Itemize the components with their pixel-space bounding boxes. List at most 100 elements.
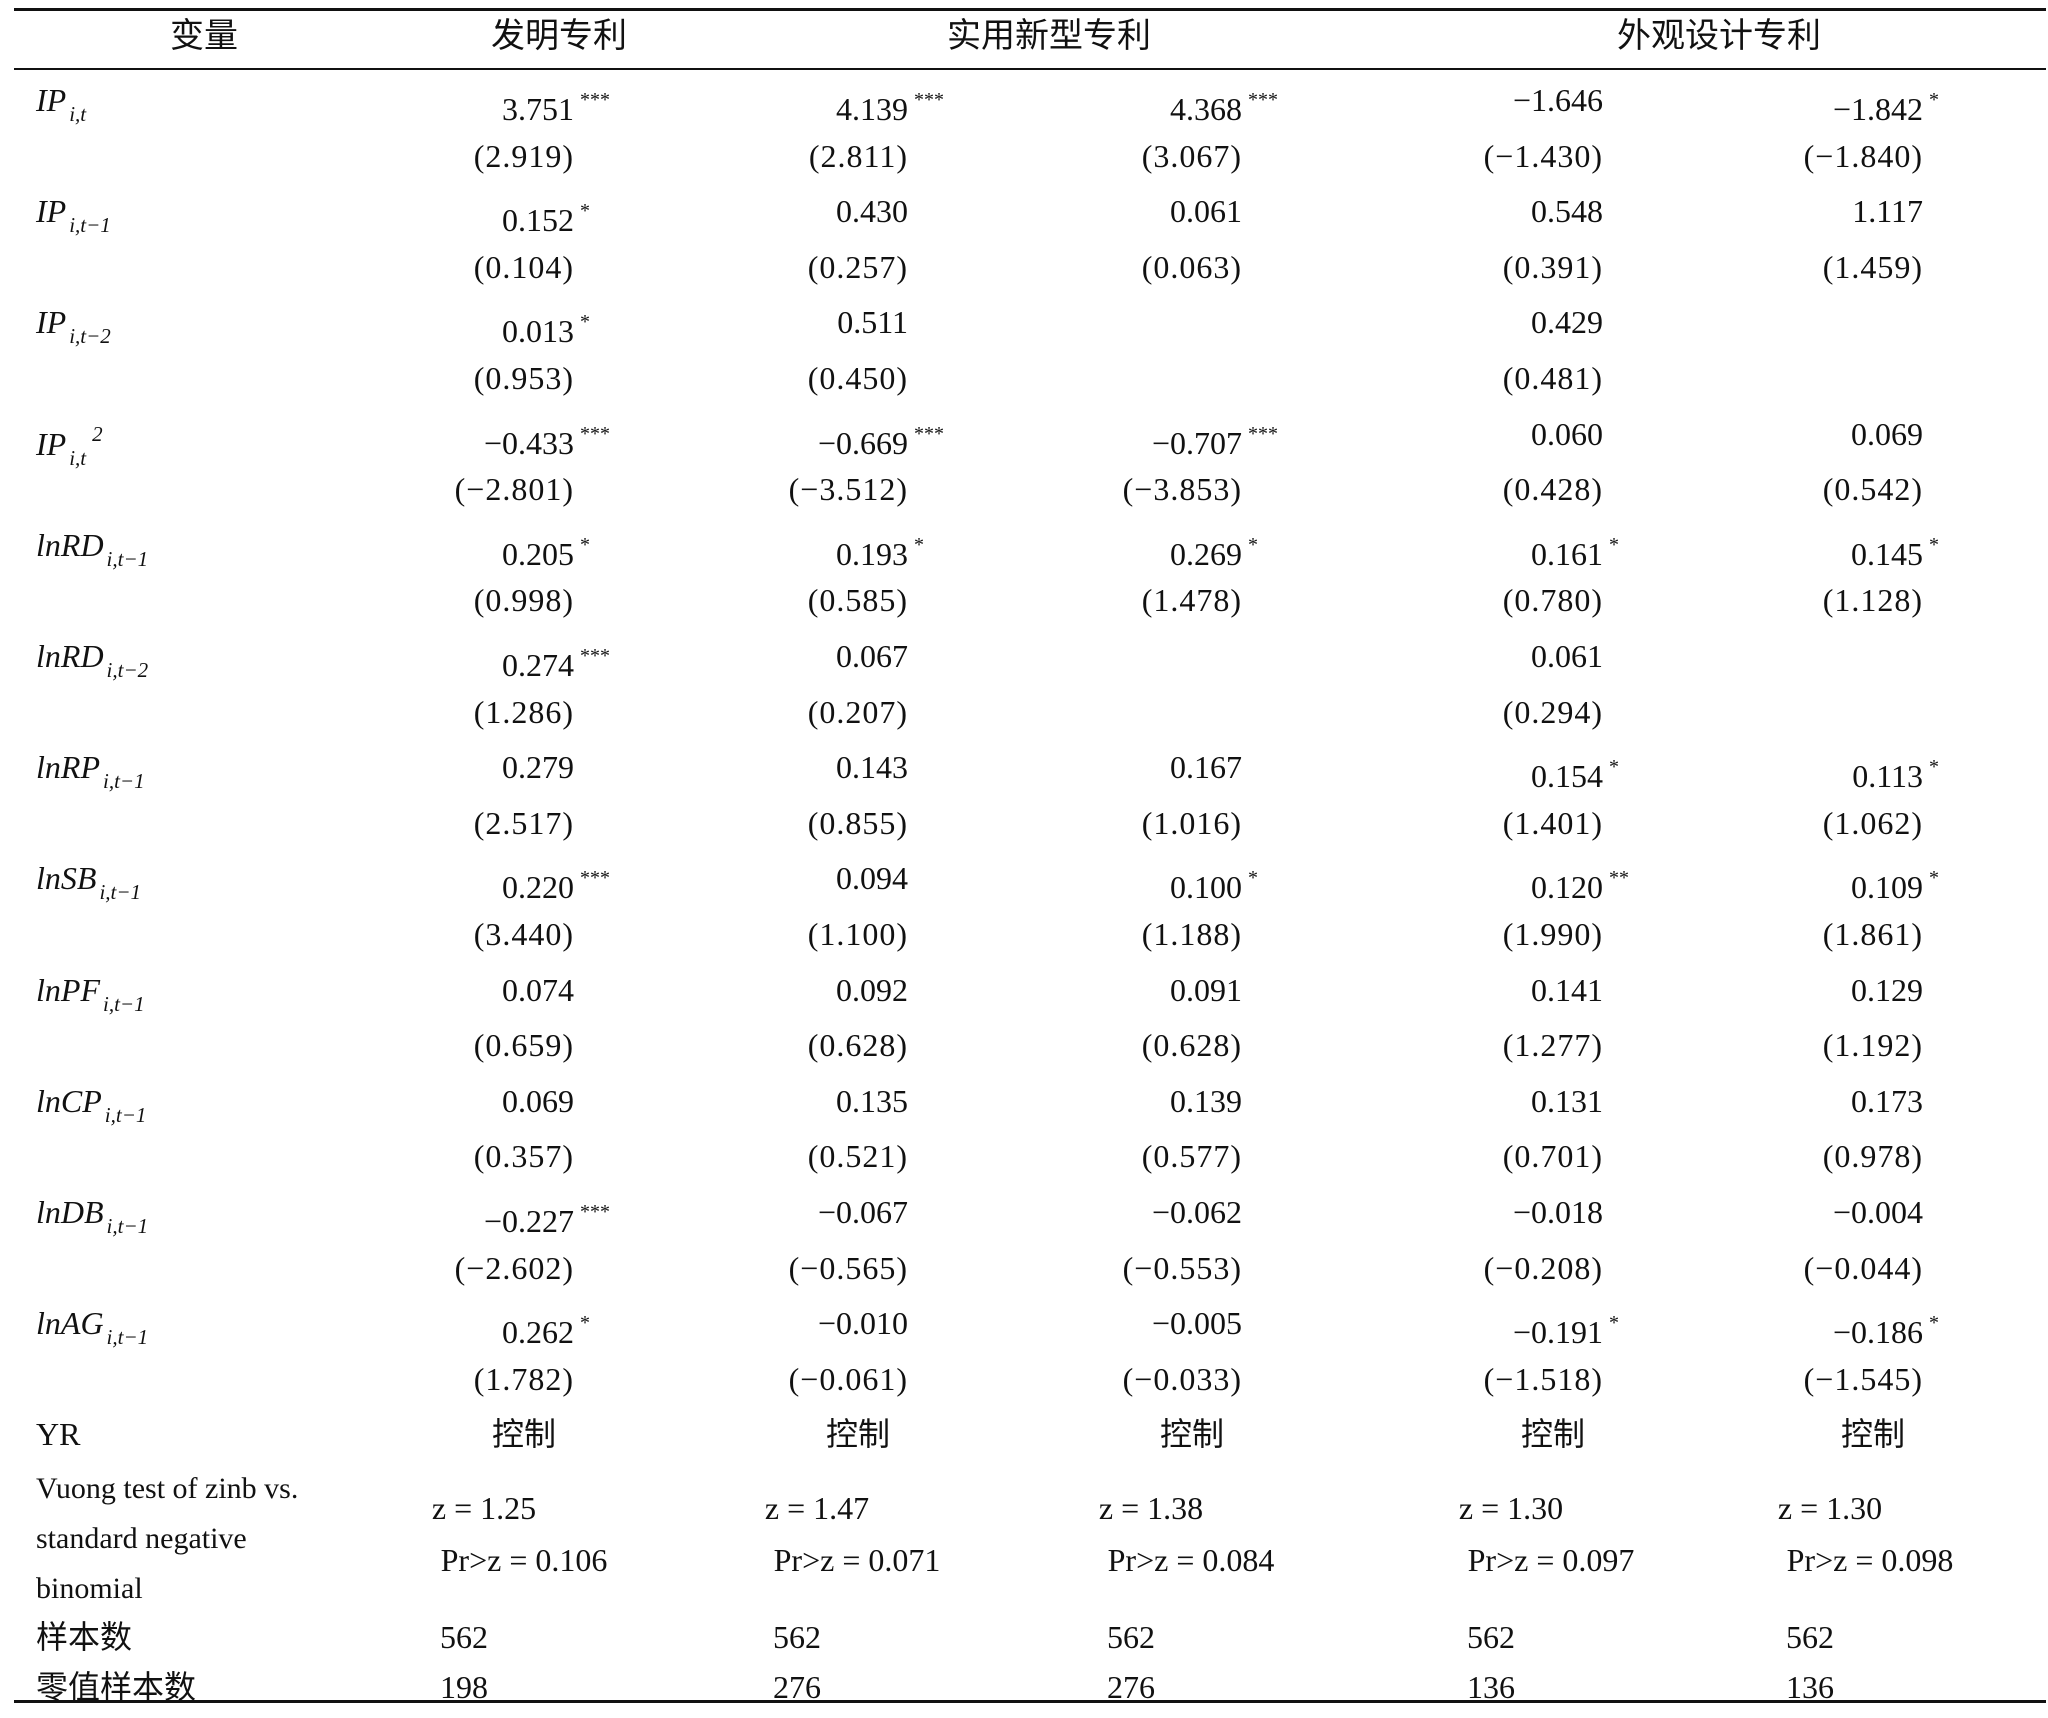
coefficient-value: 0.069 <box>1851 415 1923 452</box>
coefficient-cell: 0.274 *** <box>314 628 614 684</box>
coefficient-value: 4.368 <box>1170 91 1242 127</box>
stat-cell: (3.440) <box>314 906 614 962</box>
stat-cell: (−2.602) <box>314 1240 614 1296</box>
zero-sample-row-label: 零值样本数 <box>36 1669 197 1705</box>
stat-cell: (0.063) <box>982 239 1282 295</box>
significance-stars: * <box>1609 756 1619 779</box>
stat-value: (−0.061) <box>788 1360 908 1397</box>
stat-cell: (1.016) <box>982 795 1282 851</box>
vuong-label-line: Vuong test of zinb vs. <box>36 1472 299 1505</box>
stat-value: (0.780) <box>1502 582 1603 619</box>
stat-cell: (0.450) <box>648 350 948 406</box>
stat-value: (3.440) <box>473 916 574 952</box>
vuong-z: z = 1.47 <box>764 1490 870 1526</box>
coefficient-value: −0.010 <box>817 1305 908 1342</box>
coefficient-value: 0.429 <box>1531 304 1603 341</box>
table-row: lnSB i,t−1 0.220 *** 0.094 0.100 * 0.120 ** 0.109… <box>14 850 2046 906</box>
coefficient-cell: −1.646 <box>1343 72 1643 128</box>
stat-cell: (0.257) <box>648 239 948 295</box>
vuong-z: z = 1.38 <box>1098 1490 1204 1526</box>
vuong-p: Pr>z = 0.106 <box>440 1542 608 1578</box>
coefficient-value: −1.842 <box>1832 91 1923 127</box>
coefficient-cell: −1.842 * <box>1663 72 1963 128</box>
coefficient-cell: 0.143 <box>648 739 948 795</box>
coefficient-cell: −0.010 <box>648 1295 948 1351</box>
significance-stars: *** <box>1248 89 1278 111</box>
significance-stars: *** <box>914 89 944 111</box>
coefficient-value: 0.269 <box>1170 535 1242 572</box>
bottom-rule <box>14 1700 2046 1703</box>
variable-subscript: i,t−1 <box>106 1325 149 1350</box>
variable-label: IP i,t 2 <box>36 406 103 470</box>
coefficient-value: 0.100 <box>1170 869 1242 906</box>
variable-label: IP i,t−1 <box>36 183 111 239</box>
vuong-block: Vuong test of zinb vs. standard negative b… <box>14 1462 2046 1612</box>
coefficient-cell: 4.139 *** <box>648 72 948 128</box>
coefficient-cell: 0.193 * <box>648 517 948 573</box>
stat-cell: (−0.565) <box>648 1240 948 1296</box>
significance-stars: *** <box>580 89 610 111</box>
table-row: lnPF i,t−1 0.074 0.092 0.091 0.141 0.129 <box>14 962 2046 1018</box>
coefficient-value: 0.067 <box>836 638 908 674</box>
stat-cell: (−0.033) <box>982 1351 1282 1407</box>
stat-cell: (0.978) <box>1663 1128 1963 1184</box>
table-row-stat: (1.782) (−0.061) (−0.033) (−1.518) (−1.545) <box>14 1351 2046 1407</box>
stat-value: (0.998) <box>473 582 574 619</box>
coefficient-cell: −0.433 *** <box>314 406 614 462</box>
yr-control: 控制 <box>825 1416 890 1453</box>
coefficient-value: 0.143 <box>836 749 908 786</box>
table-row: lnRP i,t−1 0.279 0.143 0.167 0.154 * 0.113 * <box>14 739 2046 795</box>
stat-value: (0.521) <box>807 1138 908 1175</box>
coefficient-cell: 0.154 * <box>1343 739 1643 795</box>
coefficient-value: 0.511 <box>837 304 908 341</box>
coefficient-value: 0.141 <box>1531 971 1603 1008</box>
header-var: 变量 <box>170 18 238 55</box>
table-row-stat: (0.953) (0.450) (0.481) <box>14 350 2046 406</box>
vuong-z: z = 1.25 <box>431 1490 537 1526</box>
variable-subscript: i,t−1 <box>99 880 142 905</box>
table-row-stat: (0.104) (0.257) (0.063) (0.391) (1.459) <box>14 239 2046 295</box>
stat-cell: (1.990) <box>1343 906 1643 962</box>
coefficient-value: −0.227 <box>483 1203 574 1239</box>
variable-name: IP <box>36 425 67 462</box>
yr-control: 控制 <box>1520 1416 1585 1453</box>
coefficient-cell: 0.069 <box>314 1073 614 1129</box>
stat-cell: (−0.044) <box>1663 1240 1963 1296</box>
coefficient-cell: −0.191 * <box>1343 1295 1643 1351</box>
significance-stars: * <box>1609 533 1619 556</box>
zero-sample-row-value: 276 <box>1107 1669 1155 1705</box>
coefficient-value: 0.091 <box>1170 971 1242 1008</box>
variable-label: lnAG i,t−1 <box>36 1295 148 1351</box>
variable-label: lnDB i,t−1 <box>36 1184 148 1240</box>
stat-value: (1.128) <box>1822 582 1923 619</box>
significance-stars: *** <box>1248 422 1278 445</box>
coefficient-cell: 0.262 * <box>314 1295 614 1351</box>
stat-value: (0.257) <box>807 248 908 285</box>
coefficient-value: 0.145 <box>1851 535 1923 572</box>
coefficient-value: 0.430 <box>836 193 908 230</box>
stat-cell: (1.188) <box>982 906 1282 962</box>
stat-cell: (−1.430) <box>1343 128 1643 184</box>
significance-stars: *** <box>580 645 610 667</box>
stat-value: (−0.553) <box>1122 1249 1242 1286</box>
coefficient-cell: 0.173 <box>1663 1073 1963 1129</box>
coefficient-value: 0.120 <box>1531 869 1603 906</box>
stat-value: (1.286) <box>473 693 574 730</box>
zero-sample-row-value: 136 <box>1467 1669 1515 1705</box>
stat-value: (0.585) <box>807 582 908 619</box>
coefficient-cell: −0.004 <box>1663 1184 1963 1240</box>
coefficient-cell: 0.091 <box>982 962 1282 1018</box>
vuong-p: Pr>z = 0.071 <box>773 1542 941 1578</box>
stat-cell: (−1.545) <box>1663 1351 1963 1407</box>
coefficient-cell: −0.062 <box>982 1184 1282 1240</box>
significance-stars: * <box>580 311 590 334</box>
coefficient-value: 0.061 <box>1531 638 1603 674</box>
coefficient-cell: 0.511 <box>648 294 948 350</box>
significance-stars: * <box>1248 867 1258 890</box>
coefficient-value: 0.129 <box>1851 971 1923 1008</box>
coefficient-value: 0.193 <box>836 535 908 572</box>
variable-name: lnRP <box>36 749 100 786</box>
coefficient-cell: 0.060 <box>1343 406 1643 462</box>
stat-cell: (0.585) <box>648 572 948 628</box>
coefficient-cell: −0.227 *** <box>314 1184 614 1240</box>
